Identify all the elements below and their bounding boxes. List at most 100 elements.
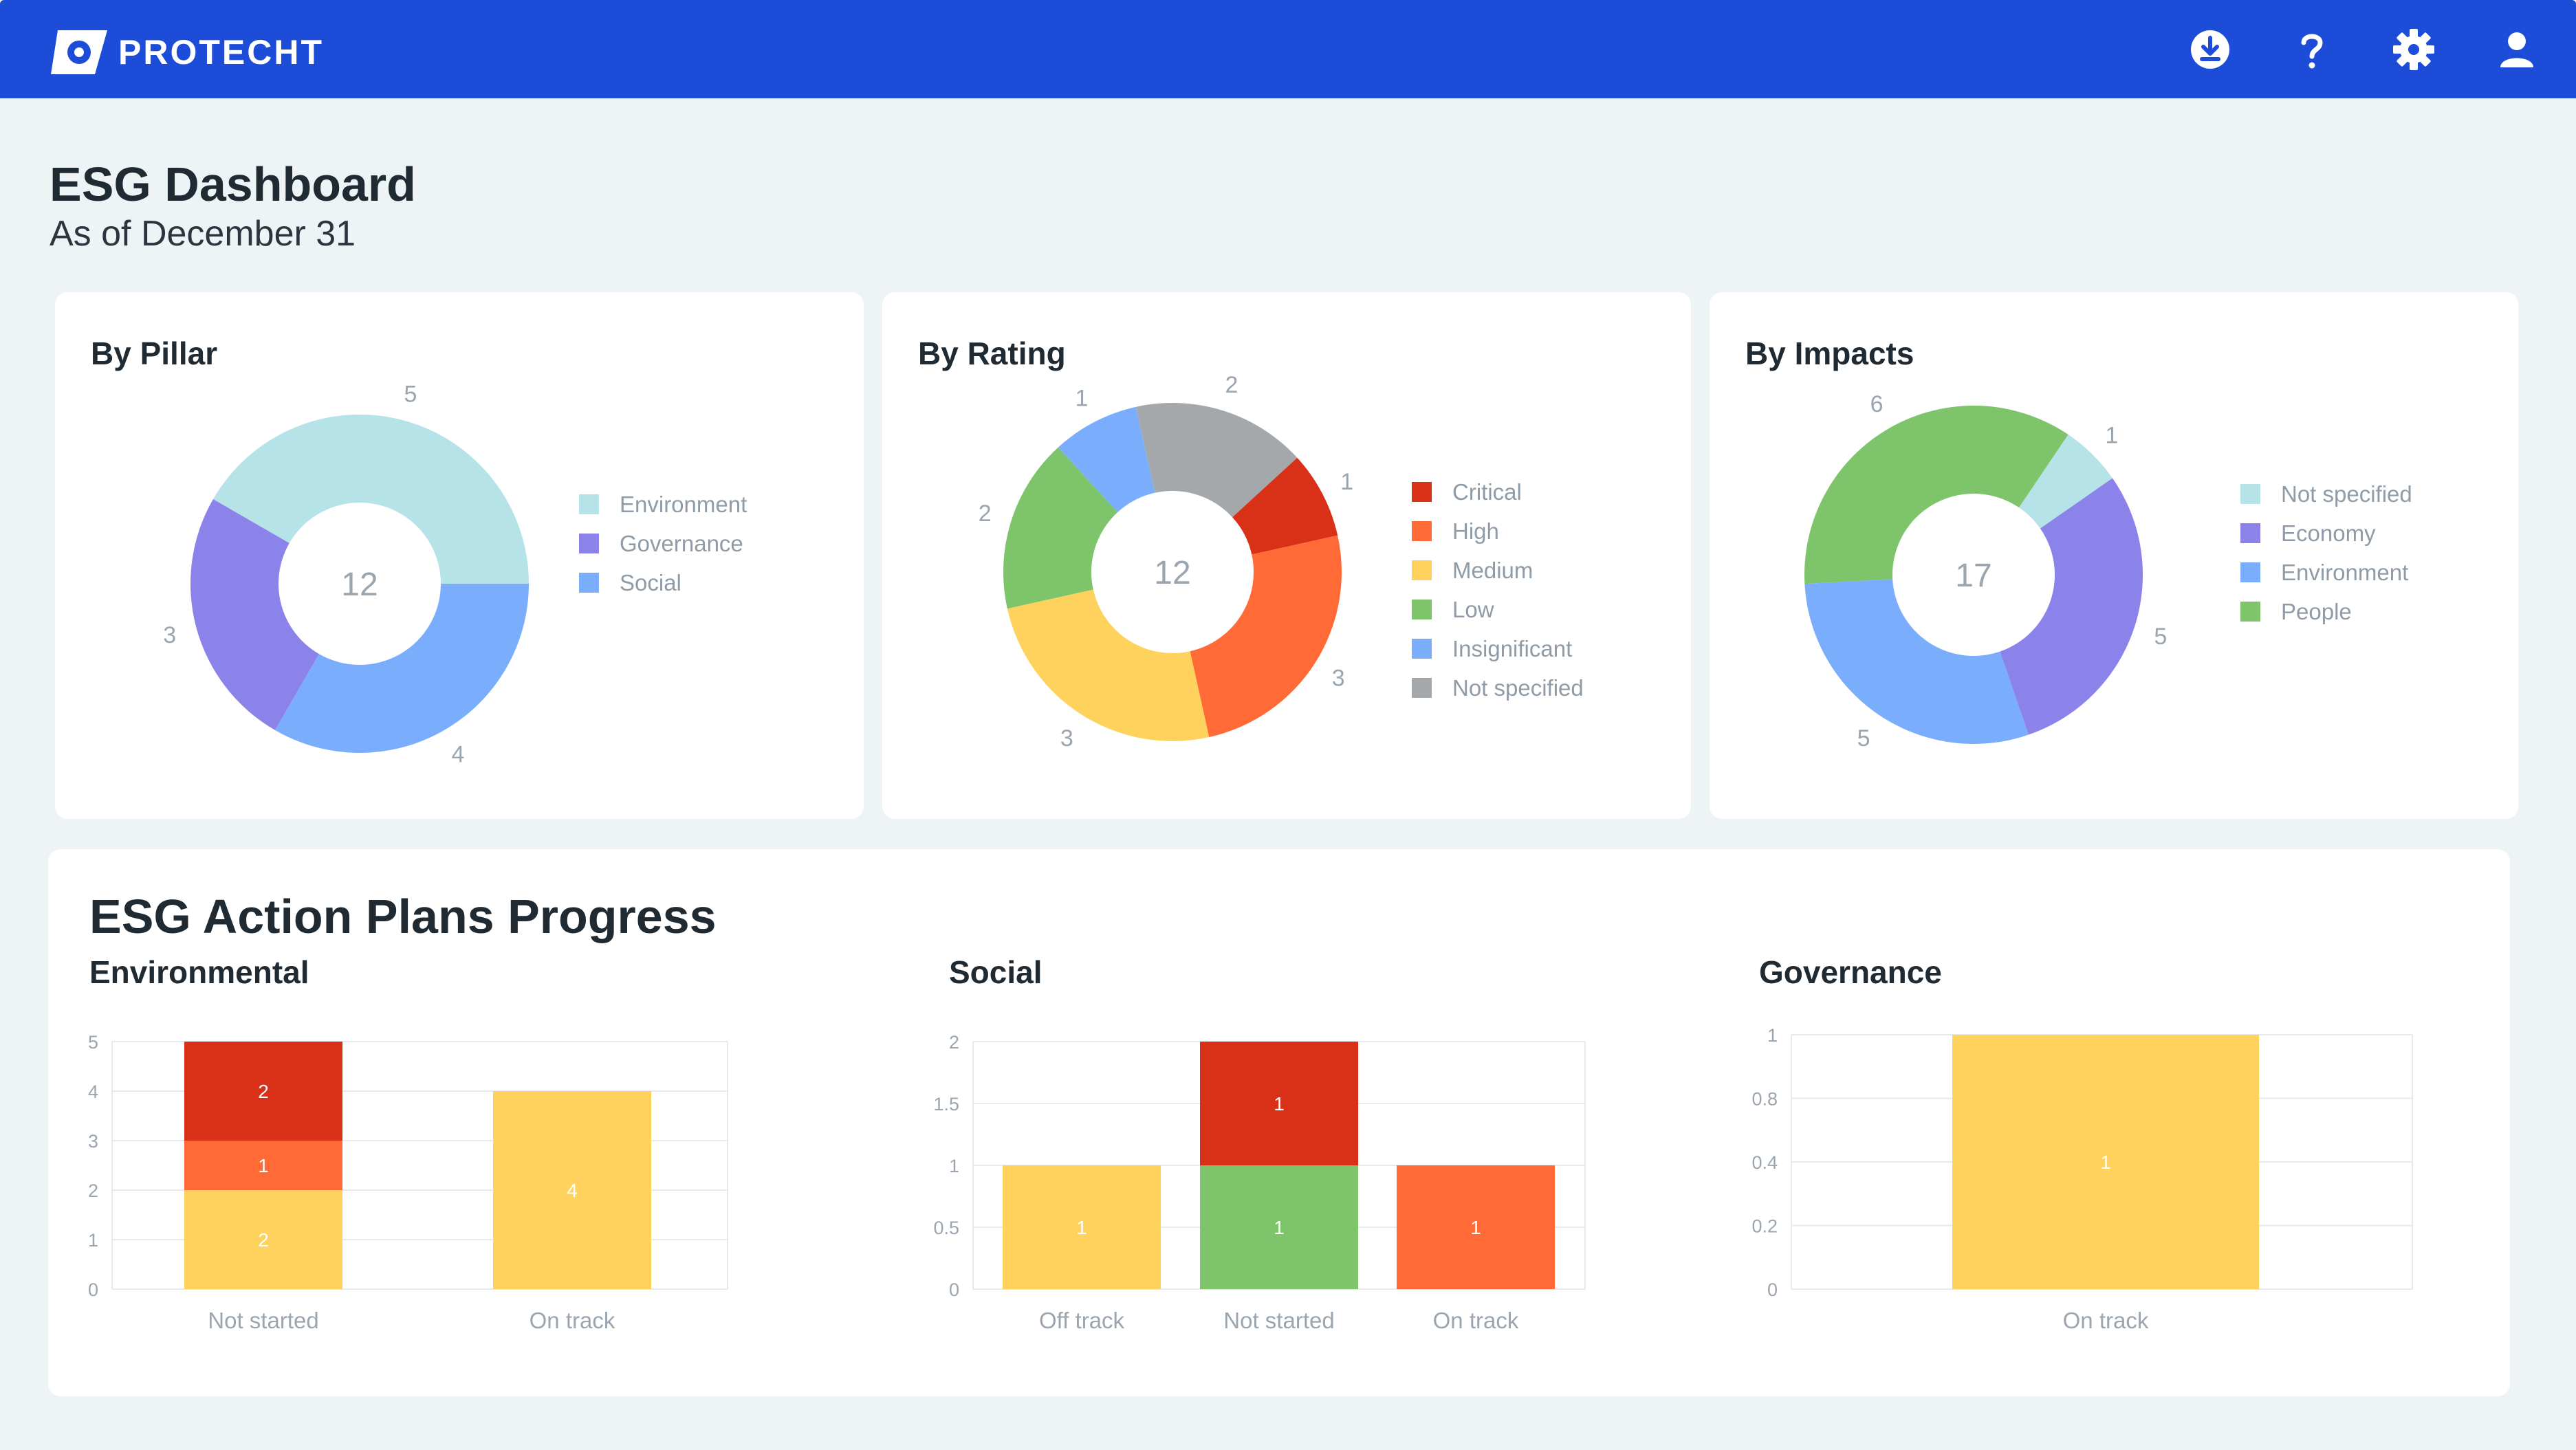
slice-low[interactable] xyxy=(1003,447,1118,609)
slice-governance[interactable] xyxy=(190,499,319,731)
legend-label: Environment xyxy=(2281,559,2409,585)
y-tick-label: 0.4 xyxy=(1751,1152,1778,1173)
slice-high[interactable] xyxy=(1190,535,1342,738)
y-tick-label: 4 xyxy=(88,1081,98,1102)
social-title: Social xyxy=(949,954,1043,990)
top-bar: PROTECHT xyxy=(0,0,2576,98)
bar-segment[interactable] xyxy=(1200,1042,1358,1165)
settings-button[interactable] xyxy=(2389,25,2438,74)
legend-label: Insignificant xyxy=(1452,635,1573,661)
bar-value-label: 1 xyxy=(258,1155,269,1176)
legend-item-environment[interactable]: Environment xyxy=(2240,553,2412,592)
legend-item-high[interactable]: High xyxy=(1412,512,1584,551)
slice-value-label: 1 xyxy=(1340,469,1353,495)
user-icon xyxy=(2500,32,2533,67)
legend-swatch xyxy=(579,573,599,593)
x-category-label: On track xyxy=(2063,1308,2149,1333)
legend-item-insignificant[interactable]: Insignificant xyxy=(1412,629,1584,668)
donut-total: 17 xyxy=(1955,558,1991,594)
legend-item-people[interactable]: People xyxy=(2240,592,2412,631)
x-category-label: Off track xyxy=(1039,1308,1125,1333)
y-tick-label: 3 xyxy=(88,1131,98,1152)
help-button[interactable] xyxy=(2287,25,2337,74)
by-pillar-donut-chart: 5 3 4 12 xyxy=(163,382,529,768)
legend-item-environment[interactable]: Environment xyxy=(579,485,747,524)
bar-value-label: 1 xyxy=(2100,1152,2111,1173)
download-icon xyxy=(2191,30,2229,69)
legend-swatch xyxy=(2240,602,2260,622)
x-category-label: On track xyxy=(1433,1308,1519,1333)
help-icon xyxy=(2301,34,2323,69)
legend-swatch xyxy=(1412,560,1432,580)
slice-not-specified[interactable] xyxy=(2018,435,2113,529)
bar-value-label: 4 xyxy=(567,1180,578,1201)
legend-item-social[interactable]: Social xyxy=(579,563,747,602)
legend-swatch xyxy=(1412,600,1432,619)
y-tick-label: 1 xyxy=(88,1230,98,1251)
legend-swatch xyxy=(1412,678,1432,698)
bar-segment[interactable] xyxy=(1003,1165,1161,1289)
slice-value-label: 5 xyxy=(1857,725,1870,751)
slice-not-specified[interactable] xyxy=(1135,403,1298,518)
legend-item-low[interactable]: Low xyxy=(1412,590,1584,629)
slice-value-label: 1 xyxy=(2105,422,2118,448)
slice-value-label: 3 xyxy=(1060,725,1073,751)
legend-item-governance[interactable]: Governance xyxy=(579,524,747,563)
y-tick-label: 0.2 xyxy=(1751,1216,1778,1237)
slice-value-label: 3 xyxy=(1332,666,1345,692)
environmental-title: Environmental xyxy=(89,954,309,990)
x-category-label: Not started xyxy=(208,1308,318,1333)
legend-swatch xyxy=(2240,484,2260,504)
bar-segment[interactable] xyxy=(184,1141,342,1190)
bar-value-label: 1 xyxy=(1274,1217,1285,1238)
slice-insignificant[interactable] xyxy=(1058,406,1155,513)
by-pillar-card: By Pillar 5 3 4 12 Environment Governance Soc… xyxy=(55,292,864,819)
slice-value-label: 1 xyxy=(1075,385,1088,411)
slice-social[interactable] xyxy=(275,584,529,753)
slice-medium[interactable] xyxy=(1007,589,1210,741)
brand-name: PROTECHT xyxy=(118,33,324,72)
legend-label: Economy xyxy=(2281,520,2376,546)
bar-segment[interactable] xyxy=(1952,1035,2259,1289)
page-title: ESG Dashboard xyxy=(50,157,416,211)
y-tick-label: 0.5 xyxy=(933,1218,959,1238)
bar-segment[interactable] xyxy=(493,1091,651,1289)
bar-value-label: 1 xyxy=(1274,1093,1285,1114)
slice-value-label: 5 xyxy=(404,382,417,408)
legend-label: Critical xyxy=(1452,479,1522,505)
slice-people[interactable] xyxy=(1804,406,2069,584)
bar-value-label: 1 xyxy=(1076,1217,1087,1238)
legend-item-economy[interactable]: Economy xyxy=(2240,514,2412,553)
legend-item-critical[interactable]: Critical xyxy=(1412,472,1584,512)
by-impacts-legend: Not specified Economy Environment People xyxy=(2240,474,2412,631)
slice-critical[interactable] xyxy=(1232,457,1338,555)
legend-label: Social xyxy=(620,569,681,595)
bar-segment[interactable] xyxy=(184,1042,342,1141)
slice-economy[interactable] xyxy=(2000,478,2143,735)
download-button[interactable] xyxy=(2185,25,2235,74)
gear-icon xyxy=(2393,29,2434,70)
user-button[interactable] xyxy=(2492,25,2542,74)
legend-swatch xyxy=(579,494,599,514)
by-impacts-title: By Impacts xyxy=(1745,336,1914,371)
action-plans-title: ESG Action Plans Progress xyxy=(89,890,717,943)
legend-item-not-specified[interactable]: Not specified xyxy=(1412,668,1584,707)
slice-environment[interactable] xyxy=(212,414,529,584)
bar-segment[interactable] xyxy=(1397,1165,1555,1289)
by-impacts-donut-chart: 1 5 5 6 17 xyxy=(1804,391,2167,751)
legend-label: Low xyxy=(1452,596,1494,622)
bar-segment[interactable] xyxy=(1200,1165,1358,1289)
bar-value-label: 2 xyxy=(258,1229,269,1251)
y-tick-label: 1 xyxy=(1767,1025,1778,1046)
legend-item-not-specified[interactable]: Not specified xyxy=(2240,474,2412,514)
brand-logo[interactable]: PROTECHT xyxy=(47,28,324,77)
bar-segment[interactable] xyxy=(184,1190,342,1289)
action-plans-card: ESG Action Plans Progress Environmental … xyxy=(48,849,2510,1396)
legend-swatch xyxy=(1412,521,1432,541)
slice-environment[interactable] xyxy=(1804,579,2029,744)
legend-swatch xyxy=(2240,562,2260,582)
legend-item-medium[interactable]: Medium xyxy=(1412,551,1584,590)
bar-value-label: 2 xyxy=(258,1081,269,1102)
legend-swatch xyxy=(2240,523,2260,543)
